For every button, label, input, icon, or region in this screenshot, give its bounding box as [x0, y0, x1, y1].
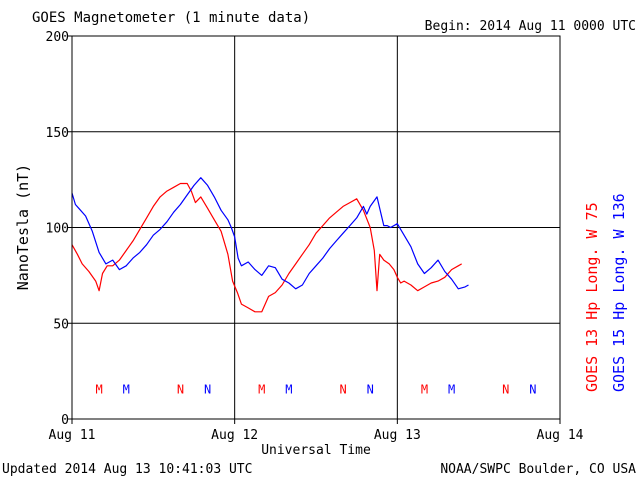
begin-label: Begin: 2014 Aug 11 0000 UTC: [425, 19, 636, 34]
y-tick-labels: 0 50 100 150 200: [46, 30, 69, 428]
x-axis-label: Universal Time: [261, 443, 371, 458]
grid-lines: [67, 35, 561, 424]
event-marker-1-1: N: [204, 382, 211, 396]
y-axis-label: NanoTesla (nT): [14, 164, 32, 290]
x-tick-label-0: Aug 11: [49, 428, 96, 443]
plot-frame: [71, 35, 561, 420]
source-credit: NOAA/SWPC Boulder, CO USA: [440, 462, 636, 477]
event-marker-1-5: N: [529, 382, 536, 396]
x-tick-label-2: Aug 13: [374, 428, 421, 443]
event-marker-0-4: M: [421, 382, 428, 396]
series-line-0: [71, 182, 462, 313]
event-marker-1-0: M: [123, 382, 130, 396]
event-marker-1-4: M: [448, 382, 455, 396]
legend-goes15: GOES 15 Hp Long. W 136: [610, 193, 628, 392]
event-marker-0-0: M: [95, 382, 102, 396]
y-tick-label-200: 200: [46, 30, 69, 45]
y-tick-label-100: 100: [46, 222, 69, 237]
series-line-1: [71, 177, 469, 290]
y-tick-label-0: 0: [61, 413, 69, 428]
x-tick-label-1: Aug 12: [211, 428, 258, 443]
event-markers: M N M N M NM N M N M N: [95, 382, 536, 396]
x-tick-label-3: Aug 14: [537, 428, 584, 443]
y-tick-label-150: 150: [46, 126, 69, 141]
event-marker-0-3: N: [339, 382, 346, 396]
chart-title: GOES Magnetometer (1 minute data): [32, 10, 310, 26]
updated-timestamp: Updated 2014 Aug 13 10:41:03 UTC: [2, 462, 252, 477]
x-tick-labels: Aug 11 Aug 12 Aug 13 Aug 14: [49, 428, 584, 443]
event-marker-0-5: N: [502, 382, 509, 396]
event-marker-1-2: M: [285, 382, 292, 396]
legend-goes13: GOES 13 Hp Long. W 75: [583, 202, 601, 392]
event-marker-0-1: N: [177, 382, 184, 396]
event-marker-1-3: N: [367, 382, 374, 396]
event-marker-0-2: M: [258, 382, 265, 396]
series-lines: [71, 177, 469, 313]
y-tick-label-50: 50: [53, 317, 69, 332]
